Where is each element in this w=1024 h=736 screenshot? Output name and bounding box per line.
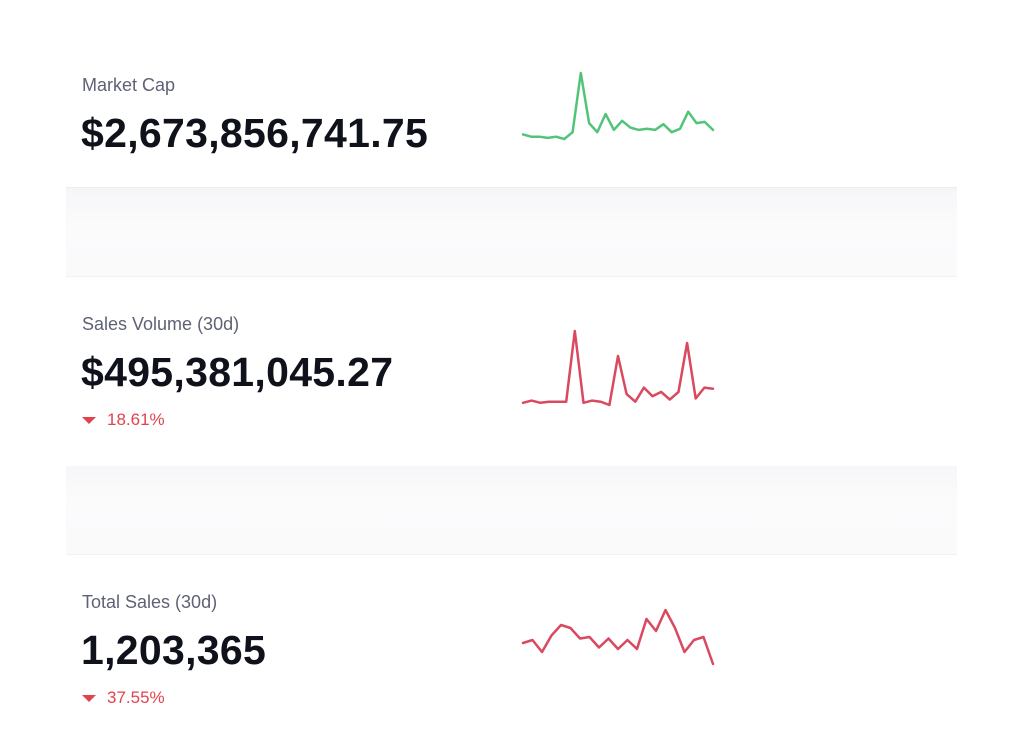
sparkline-series [521,71,715,141]
caret-down-icon [82,695,96,702]
sparkline-series [521,329,715,407]
stat-label: Total Sales (30d) [82,592,218,612]
stat-value: $2,673,856,741.75 [81,110,429,156]
section-divider [66,188,957,276]
change-indicator: 37.55% [82,688,165,708]
change-indicator: 18.61% [82,410,165,430]
sparkline-chart [521,329,715,407]
section-divider [66,466,957,554]
stat-label: Sales Volume (30d) [82,314,240,334]
sparkline-chart [521,71,715,141]
change-percent: 18.61% [107,410,165,429]
stat-value: 1,203,365 [81,627,267,673]
caret-down-icon [82,417,96,424]
sparkline-chart [521,608,715,666]
stat-card-market-cap: Market Cap $2,673,856,741.75 [66,0,957,188]
change-percent: 37.55% [107,688,165,707]
stat-card-sales-volume: Sales Volume (30d) $495,381,045.27 18.61… [66,276,957,467]
stat-card-total-sales: Total Sales (30d) 1,203,365 37.55% [66,554,957,736]
sparkline-series [521,608,715,666]
stat-value: $495,381,045.27 [81,349,394,395]
stat-label: Market Cap [82,75,176,95]
